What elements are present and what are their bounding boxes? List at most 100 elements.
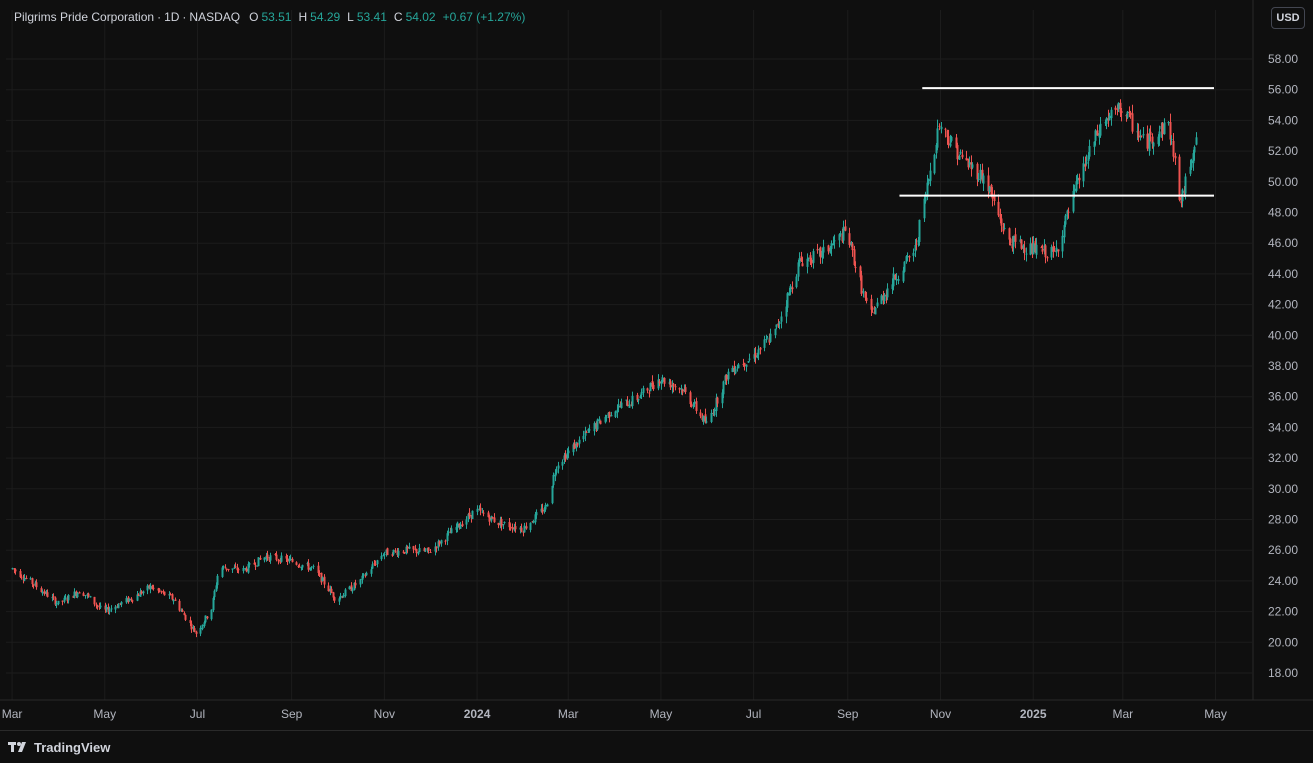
candle-body (870, 298, 873, 310)
candle-body (348, 586, 351, 590)
candle-body (511, 527, 514, 530)
candle-body (446, 533, 449, 541)
candle-body (245, 568, 248, 572)
brand-name: TradingView (34, 739, 111, 755)
candle-body (440, 540, 443, 544)
candle-body (386, 548, 389, 556)
candle-body (950, 136, 953, 141)
y-tick-label: 28.00 (1268, 513, 1298, 527)
candle-body (608, 411, 611, 418)
candle-body (231, 568, 234, 570)
price-chart[interactable]: 18.00 20.00 22.00 24.00 26.00 28.00 30.00 32.00… (0, 0, 1313, 730)
candle-body (936, 128, 939, 148)
candle-body (459, 525, 462, 529)
candle-body (508, 522, 511, 528)
candle-body (438, 541, 441, 545)
candle-body (332, 592, 335, 598)
candle-body (237, 569, 240, 571)
candle-body (642, 388, 645, 393)
candle-body (301, 564, 304, 568)
candle-body (487, 512, 490, 518)
candle-body (327, 585, 330, 592)
candle-body (791, 287, 794, 290)
candle-body (648, 392, 651, 394)
candle-body (1076, 177, 1079, 184)
candle-body (365, 572, 368, 576)
candle-body (999, 214, 1002, 220)
candle-body (924, 194, 927, 202)
candle-body (987, 175, 990, 192)
y-tick-label: 36.00 (1268, 390, 1298, 404)
candle-body (280, 555, 283, 562)
candle-body (564, 454, 567, 460)
candle-body (373, 563, 376, 565)
candle-body (927, 179, 930, 185)
candle-body (582, 435, 585, 440)
x-tick-label: Mar (2, 707, 23, 721)
candle-body (596, 419, 599, 430)
candle-body (1078, 177, 1081, 181)
candle-body (785, 306, 788, 317)
candle-body (895, 279, 898, 281)
candle-body (997, 201, 1000, 216)
candle-body (766, 337, 769, 339)
candle-body (82, 593, 85, 596)
candle-body (417, 552, 420, 554)
candle-body (756, 355, 759, 358)
candle-body (757, 349, 760, 355)
x-tick-label: May (1204, 707, 1227, 721)
tradingview-brand[interactable]: TradingView (8, 740, 110, 755)
candle-body (620, 402, 623, 408)
y-tick-label: 44.00 (1268, 267, 1298, 281)
candle-body (748, 358, 751, 360)
candle-body (201, 624, 204, 630)
candle-body (509, 526, 512, 528)
candle-body (467, 514, 470, 520)
candle-body (236, 567, 239, 571)
candle-body (944, 128, 947, 130)
candle-body (1085, 161, 1088, 164)
candle-body (479, 507, 482, 511)
candle-body (125, 598, 128, 603)
candle-body (406, 546, 409, 549)
y-tick-label: 20.00 (1268, 635, 1298, 649)
candle-body (1044, 245, 1047, 258)
candle-body (321, 577, 324, 582)
candle-body (897, 279, 900, 281)
horizontal-levels[interactable] (899, 87, 1215, 197)
candle-body (765, 339, 768, 341)
candle-body (678, 388, 681, 390)
candle-body (1099, 123, 1102, 136)
candle-body (275, 554, 278, 560)
candle-body (286, 558, 289, 562)
candle-body (674, 386, 677, 388)
candle-body (955, 137, 958, 148)
candle-body (862, 291, 865, 293)
candle-body (695, 401, 698, 411)
candle-body (493, 517, 496, 523)
candle-body (468, 512, 471, 517)
candle-body (1073, 188, 1076, 193)
candle-body (253, 562, 256, 565)
candle-body (801, 263, 804, 267)
candle-body (725, 374, 728, 381)
candle-body (1189, 166, 1192, 174)
candle-body (444, 540, 447, 542)
candle-body (333, 597, 336, 601)
candle-body (371, 564, 374, 569)
candle-body (242, 568, 245, 572)
chart-area[interactable]: 18.00 20.00 22.00 24.00 26.00 28.00 30.00 32.00… (0, 0, 1313, 731)
currency-button[interactable]: USD (1271, 7, 1305, 29)
candle-body (1023, 247, 1026, 253)
candle-body (1151, 136, 1154, 144)
x-tick-label: Mar (558, 707, 579, 721)
x-tick-label: Sep (281, 707, 303, 721)
candle-body (669, 381, 672, 388)
y-tick-label: 42.00 (1268, 298, 1298, 312)
candle-body (777, 323, 780, 326)
candle-body (169, 594, 172, 596)
y-tick-label: 32.00 (1268, 451, 1298, 465)
candle-body (216, 575, 219, 586)
candle-body (631, 395, 634, 407)
candle-body (544, 504, 547, 510)
